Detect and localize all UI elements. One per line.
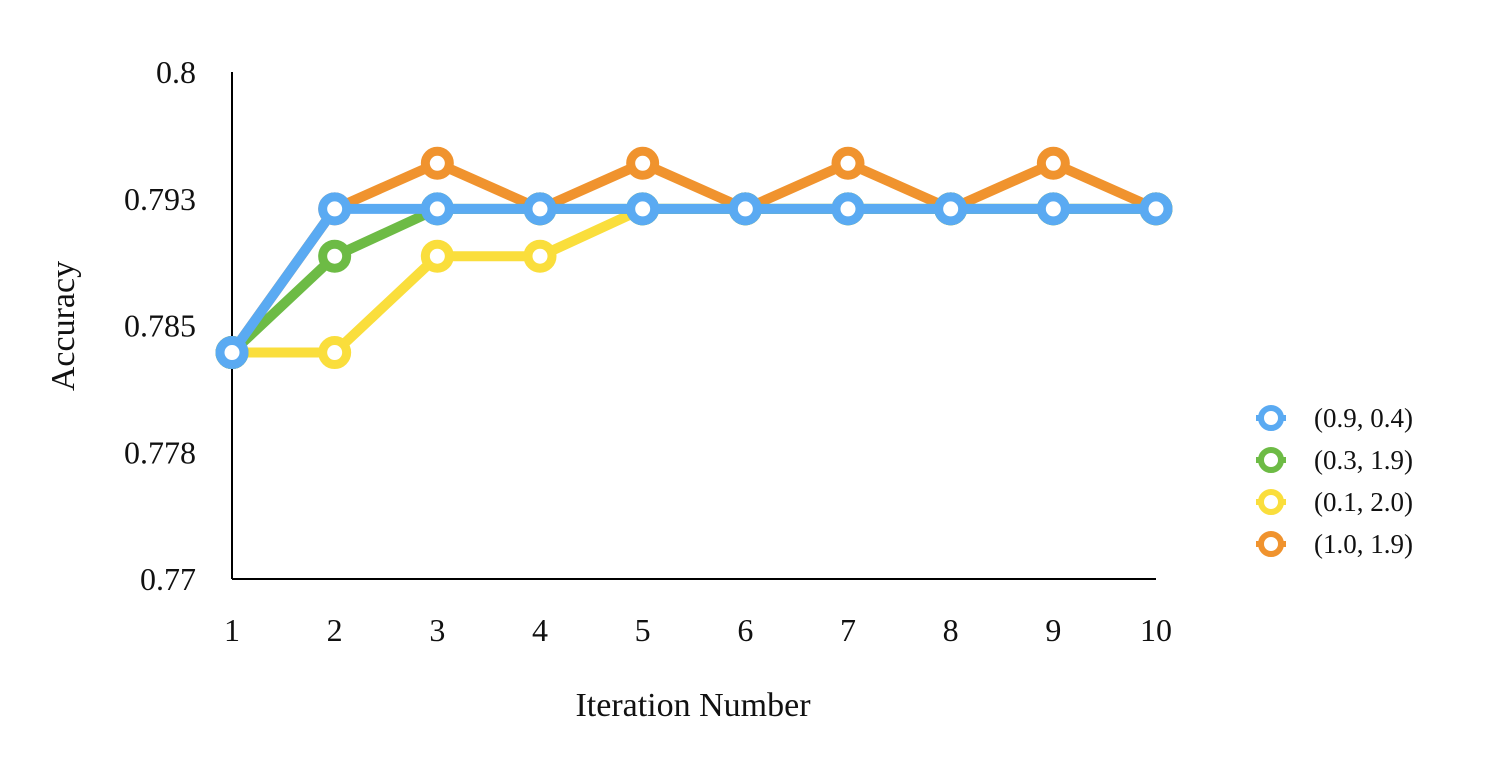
data-point	[420, 146, 454, 180]
data-point	[318, 192, 352, 226]
x-tick-label: 3	[429, 612, 445, 648]
x-tick-label: 1	[224, 612, 240, 648]
y-tick-labels: 0.77 0.778 0.785 0.793 0.8	[124, 54, 196, 597]
legend-item: (0.9, 0.4)	[1256, 403, 1413, 433]
y-tick-label: 0.77	[140, 561, 196, 597]
x-tick-label: 10	[1140, 612, 1172, 648]
data-point	[626, 146, 660, 180]
legend-label: (0.1, 2.0)	[1314, 487, 1413, 517]
y-tick-label: 0.8	[156, 54, 196, 90]
y-axis-title: Accuracy	[45, 261, 82, 391]
data-point	[831, 192, 865, 226]
legend: (0.9, 0.4) (0.3, 1.9) (0.1, 2.0) (1.0, 1.9)	[1256, 403, 1413, 559]
series-line	[227, 203, 1161, 358]
series-line	[227, 203, 1161, 358]
data-point	[1139, 192, 1173, 226]
data-point	[728, 192, 762, 226]
legend-swatch-marker	[1258, 531, 1284, 557]
x-tick-label: 6	[737, 612, 753, 648]
series-line	[227, 203, 1161, 358]
x-tick-labels: 1 2 3 4 5 6 7 8 9 10	[224, 612, 1172, 648]
data-point	[215, 336, 249, 370]
series-group	[215, 192, 1173, 370]
data-point	[318, 336, 352, 370]
series-lines	[215, 146, 1173, 370]
axes	[231, 72, 1156, 580]
x-tick-label: 4	[532, 612, 548, 648]
legend-swatch-marker	[1258, 447, 1284, 473]
data-point	[1036, 192, 1070, 226]
legend-swatch-marker	[1258, 489, 1284, 515]
x-tick-label: 8	[943, 612, 959, 648]
data-point	[523, 239, 557, 273]
x-tick-label: 2	[327, 612, 343, 648]
data-point	[831, 146, 865, 180]
legend-label: (1.0, 1.9)	[1314, 529, 1413, 559]
data-point	[934, 192, 968, 226]
data-point	[1036, 146, 1070, 180]
x-tick-label: 9	[1045, 612, 1061, 648]
y-tick-label: 0.785	[124, 308, 196, 344]
data-point	[626, 192, 660, 226]
legend-label: (0.3, 1.9)	[1314, 445, 1413, 475]
legend-label: (0.9, 0.4)	[1314, 403, 1413, 433]
legend-swatch-marker	[1258, 405, 1284, 431]
x-axis-title: Iteration Number	[575, 687, 811, 724]
legend-item: (0.3, 1.9)	[1256, 445, 1413, 475]
legend-item: (0.1, 2.0)	[1256, 487, 1413, 517]
series-group	[215, 192, 1173, 370]
data-point	[523, 192, 557, 226]
series-line	[227, 158, 1161, 358]
data-point	[318, 239, 352, 273]
y-tick-label: 0.778	[124, 434, 196, 470]
x-tick-label: 5	[635, 612, 651, 648]
x-tick-label: 7	[840, 612, 856, 648]
legend-item: (1.0, 1.9)	[1256, 529, 1413, 559]
y-tick-label: 0.793	[124, 181, 196, 217]
series-group	[215, 192, 1173, 370]
data-point	[420, 192, 454, 226]
data-point	[420, 239, 454, 273]
